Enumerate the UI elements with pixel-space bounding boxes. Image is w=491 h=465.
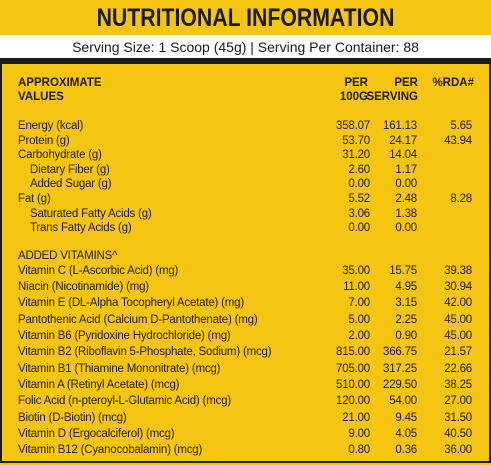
row-label: Added Sugar (g): [30, 178, 112, 191]
row-value: 38.25: [444, 378, 472, 391]
row-label: Folic Acid (n-pteroyl-L-Glutamic Acid) (…: [18, 395, 231, 408]
row-value: 54.00: [389, 395, 417, 408]
column-header: APPROXIMATE VALUES: [18, 77, 102, 103]
row-value: 35.00: [342, 264, 370, 277]
row-value: 30.94: [444, 280, 472, 293]
row-label: Saturated Fatty Acids (g): [30, 207, 152, 220]
row-value: 5.00: [348, 313, 370, 326]
row-value: 317.25: [383, 362, 417, 375]
row-label: Niacin (Nicotinamide) (mg): [18, 280, 149, 293]
row-value: 815.00: [336, 346, 370, 359]
row-value: 53.70: [342, 134, 370, 147]
row-label: Biotin (D-Biotin) (mcg): [18, 411, 127, 424]
column-header: %RDA#: [432, 77, 474, 89]
row-value: 2.48: [395, 193, 417, 205]
row-label: Trans Fatty Acids (g): [30, 222, 132, 235]
row-value: 0.00: [348, 178, 370, 191]
divider: [0, 58, 491, 64]
row-value: 9.45: [395, 411, 417, 424]
row-value: 161.13: [383, 120, 417, 132]
row-value: 4.05: [395, 428, 417, 440]
row-value: 0.00: [395, 178, 417, 191]
row-value: 40.50: [444, 428, 472, 440]
row-value: 705.00: [336, 362, 370, 375]
row-label: Carbohydrate (g): [18, 149, 102, 162]
row-value: 5.65: [450, 120, 472, 132]
serving-strip: [0, 35, 491, 58]
row-value: 24.17: [389, 134, 417, 147]
row-value: 120.00: [336, 395, 370, 408]
row-value: 4.95: [395, 280, 417, 293]
row-label: Vitamin B12 (Cyanocobalamin) (mcg): [18, 444, 203, 457]
row-value: 3.06: [348, 207, 370, 220]
row-value: 510.00: [336, 378, 370, 391]
row-value: 2.60: [348, 163, 370, 176]
row-value: 0.90: [395, 329, 417, 342]
row-value: 14.04: [389, 149, 417, 162]
serving-info: Serving Size: 1 Scoop (45g) | Serving Pe…: [72, 39, 419, 55]
row-value: 27.00: [444, 395, 472, 408]
row-value: 15.75: [389, 264, 417, 277]
row-value: 0.80: [348, 444, 370, 457]
row-label: Vitamin B1 (Thiamine Mononitrate) (mcg): [18, 362, 221, 375]
row-value: 42.00: [444, 297, 472, 310]
row-value: 31.20: [342, 149, 370, 162]
row-value: 1.38: [395, 207, 417, 220]
row-label: Vitamin A (Retinyl Acetate) (mcg): [18, 378, 180, 391]
section-heading: ADDED VITAMINS^: [18, 250, 118, 262]
row-value: 45.00: [444, 329, 472, 342]
row-value: 11.00: [343, 280, 370, 293]
row-value: 39.38: [444, 264, 472, 277]
row-value: 2.00: [348, 329, 370, 342]
table-frame: [0, 64, 491, 463]
row-label: Vitamin D (Ergocalciferol) (mcg): [18, 428, 175, 440]
row-value: 31.50: [444, 411, 472, 424]
column-header: PER SERVING: [366, 77, 418, 103]
column-header: PER 100G: [339, 77, 368, 103]
row-label: Dietary Fiber (g): [30, 163, 110, 176]
row-label: Vitamin B2 (Riboflavin 5-Phosphate, Sodi…: [18, 346, 272, 359]
row-value: 9.00: [348, 428, 370, 440]
row-value: 0.00: [348, 222, 370, 235]
row-value: 36.00: [444, 444, 472, 457]
row-label: Protein (g): [18, 134, 70, 147]
row-value: 21.00: [342, 411, 370, 424]
row-value: 1.17: [395, 163, 417, 176]
row-value: 21.57: [444, 346, 472, 359]
row-value: 7.00: [348, 297, 370, 310]
row-value: 5.52: [348, 193, 370, 205]
row-value: 0.36: [395, 444, 417, 457]
row-value: 8.28: [450, 193, 472, 205]
row-label: Vitamin B6 (Pyridoxine Hydrochloride) (m…: [18, 329, 231, 342]
row-value: 22.66: [444, 362, 472, 375]
row-value: 0.00: [395, 222, 417, 235]
row-value: 45.00: [444, 313, 472, 326]
row-value: 2.25: [395, 313, 417, 326]
row-label: Vitamin C (L-Ascorbic Acid) (mg): [18, 264, 179, 277]
row-label: Fat (g): [18, 193, 51, 205]
row-label: Vitamin E (DL-Alpha Tocopheryl Acetate) …: [18, 297, 244, 310]
row-label: Energy (kcal): [18, 120, 84, 132]
row-value: 3.15: [395, 297, 417, 310]
row-label: Pantothenic Acid (Calcium D-Pantothenate…: [18, 313, 258, 326]
title: NUTRITIONAL INFORMATION: [96, 4, 395, 32]
row-value: 366.75: [383, 346, 417, 359]
row-value: 43.94: [444, 134, 472, 147]
row-value: 358.07: [336, 120, 370, 132]
row-value: 229.50: [383, 378, 417, 391]
